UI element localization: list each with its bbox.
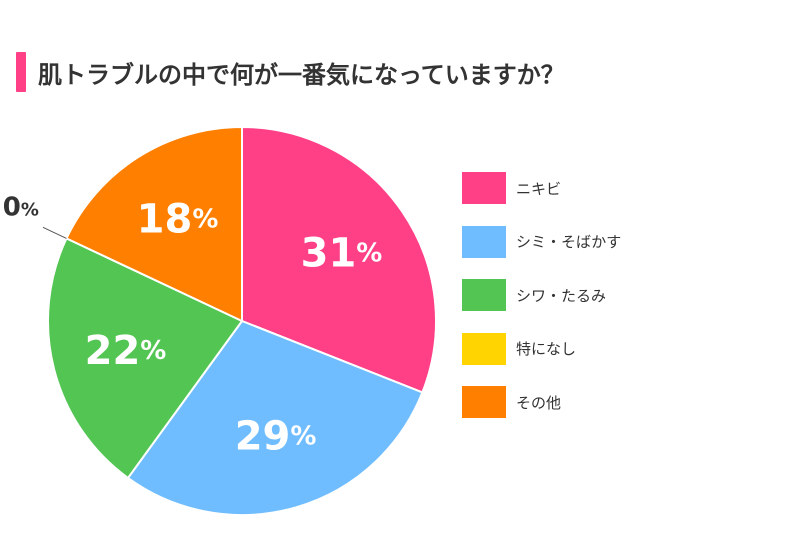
legend-item-wrinkles: シワ・たるみ <box>462 279 621 311</box>
legend: ニキビ シミ・そばかす シワ・たるみ 特になし その他 <box>462 172 621 440</box>
leader-line-none <box>42 226 67 239</box>
legend-label-spots: シミ・そばかす <box>516 233 622 251</box>
legend-item-spots: シミ・そばかす <box>462 225 622 258</box>
data-label-wrinkles: 22% <box>85 328 167 374</box>
pie-slice-other <box>65 125 243 323</box>
legend-swatch-other <box>462 386 506 418</box>
legend-swatch-spots <box>462 225 506 258</box>
legend-label-none: 特になし <box>516 340 577 358</box>
legend-label-acne: ニキビ <box>516 179 562 198</box>
legend-swatch-acne <box>462 172 506 204</box>
pie-slice-acne <box>241 125 437 394</box>
legend-item-acne: ニキビ <box>462 172 621 204</box>
chart-title-group: 肌トラブルの中で何が一番気になっていますか？ <box>16 52 565 92</box>
data-label-spots: 29% <box>235 414 317 460</box>
data-label-other: 18% <box>137 196 219 242</box>
chart-title: 肌トラブルの中で何が一番気になっていますか？ <box>38 60 565 89</box>
legend-label-other: その他 <box>516 393 562 412</box>
legend-swatch-wrinkles <box>462 279 506 311</box>
data-label-none: 0% <box>3 192 39 222</box>
legend-item-none: 特になし <box>462 332 621 365</box>
title-accent-bar <box>16 52 26 92</box>
pie-slice-spots <box>126 319 424 516</box>
legend-item-other: その他 <box>462 386 621 418</box>
legend-label-wrinkles: シワ・たるみ <box>516 286 607 305</box>
legend-swatch-none <box>462 332 506 365</box>
data-label-acne: 31% <box>301 230 383 276</box>
